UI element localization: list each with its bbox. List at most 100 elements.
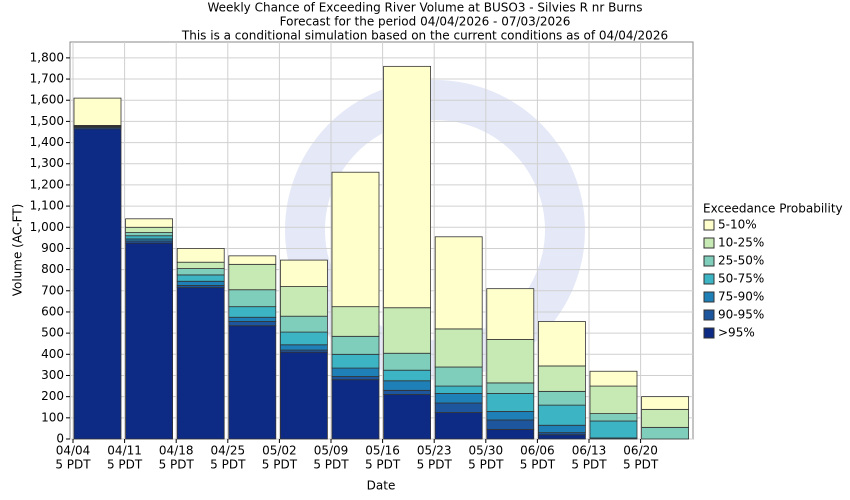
bar-segment — [279, 344, 328, 351]
y-tick-label: 500 — [41, 326, 64, 340]
bar-segment — [589, 370, 638, 387]
x-tick-label: 5 PDT — [623, 458, 659, 472]
x-tick-label: 5 PDT — [417, 458, 453, 472]
bar-segment — [73, 128, 122, 440]
x-tick-label: 5 PDT — [55, 458, 91, 472]
legend-label: 10-25% — [718, 236, 764, 250]
bar-segment — [228, 325, 277, 440]
chart-subtitle: Forecast for the period 04/04/2026 - 07/… — [280, 15, 571, 29]
x-tick-label: 05/09 — [314, 444, 349, 458]
y-tick-label: 400 — [41, 347, 64, 361]
y-tick-label: 200 — [41, 389, 64, 403]
bar-segment — [641, 396, 689, 410]
bar-segment — [331, 306, 380, 337]
bar-segment — [434, 385, 483, 394]
x-tick-label: 06/06 — [520, 444, 555, 458]
legend-label: 90-95% — [718, 308, 764, 322]
x-tick-label: 05/30 — [469, 444, 504, 458]
y-tick-label: 1,800 — [30, 50, 64, 64]
bar-segment — [331, 376, 380, 381]
x-axis-label: Date — [367, 479, 396, 493]
bar-segment — [486, 411, 535, 421]
bar-segment — [641, 408, 689, 428]
x-tick-label: 5 PDT — [571, 458, 607, 472]
y-tick-label: 0 — [56, 432, 64, 446]
y-tick-label: 1,000 — [30, 220, 64, 234]
y-tick-label: 900 — [41, 241, 64, 255]
y-tick-label: 1,200 — [30, 177, 64, 191]
x-tick-label: 04/04 — [56, 444, 91, 458]
bar-segment — [538, 424, 586, 434]
bar-segment — [176, 287, 225, 440]
legend-swatch — [703, 237, 715, 249]
bar-segment — [279, 331, 328, 346]
x-tick-label: 05/23 — [417, 444, 452, 458]
bar-segment — [331, 379, 380, 440]
x-tick-label: 5 PDT — [520, 458, 556, 472]
y-axis-label: Volume (AC-FT) — [11, 204, 25, 297]
legend-label: 5-10% — [718, 218, 757, 232]
legend-swatch — [703, 309, 715, 321]
x-tick-label: 05/02 — [262, 444, 297, 458]
bar-segment — [641, 426, 689, 440]
bar-segment — [383, 380, 432, 391]
chart-subtitle: This is a conditional simulation based o… — [181, 29, 668, 43]
x-tick-label: 5 PDT — [365, 458, 401, 472]
y-tick-label: 100 — [41, 410, 64, 424]
bar-segment — [486, 429, 535, 440]
legend-label: 25-50% — [718, 254, 764, 268]
legend-swatch — [703, 327, 715, 339]
x-tick-label: 5 PDT — [159, 458, 195, 472]
bar-segment — [331, 171, 380, 308]
bar-segment — [176, 248, 225, 263]
bar-segment — [228, 263, 277, 291]
x-tick-label: 5 PDT — [468, 458, 504, 472]
y-tick-label: 1,400 — [30, 135, 64, 149]
bar-segment — [331, 367, 380, 377]
bar-segment — [176, 274, 225, 282]
bar-segment — [434, 236, 483, 330]
bar-segment — [331, 353, 380, 369]
bar-segment — [228, 316, 277, 322]
x-tick-label: 5 PDT — [107, 458, 143, 472]
bar-segment — [434, 366, 483, 387]
bar-segment — [589, 420, 638, 439]
x-tick-label: 06/20 — [623, 444, 658, 458]
bar-segment — [228, 321, 277, 327]
y-tick-label: 1,100 — [30, 199, 64, 213]
bar-segment — [125, 218, 173, 228]
x-tick-label: 04/25 — [211, 444, 246, 458]
bar-segment — [486, 419, 535, 430]
x-tick-label: 04/11 — [107, 444, 142, 458]
bar-segment — [383, 307, 432, 354]
bar-segment — [434, 328, 483, 368]
bar-segment — [538, 404, 586, 426]
legend-label: 50-75% — [718, 272, 764, 286]
bar-segment — [538, 321, 586, 367]
y-tick-label: 600 — [41, 304, 64, 318]
x-tick-label: 5 PDT — [313, 458, 349, 472]
legend-label: 75-90% — [718, 290, 764, 304]
bar-segment — [125, 232, 173, 237]
x-tick-label: 06/13 — [572, 444, 607, 458]
bar-segment — [383, 394, 432, 440]
legend-swatch — [703, 219, 715, 231]
bar-segment — [176, 268, 225, 276]
bar-segment — [383, 389, 432, 395]
y-tick-label: 800 — [41, 262, 64, 276]
y-tick-label: 1,700 — [30, 72, 64, 86]
bar-segment — [176, 261, 225, 269]
bar-segment — [486, 288, 535, 340]
bar-segment — [279, 315, 328, 333]
bar-segment — [486, 393, 535, 412]
bar-segment — [228, 255, 277, 265]
bar-segment — [228, 289, 277, 308]
x-tick-label: 5 PDT — [262, 458, 298, 472]
bar-segment — [176, 280, 225, 286]
bar-segment — [486, 382, 535, 394]
legend-label: >95% — [718, 326, 755, 340]
bar-segment — [279, 351, 328, 440]
bar-segment — [383, 352, 432, 371]
bar-segment — [331, 335, 380, 355]
